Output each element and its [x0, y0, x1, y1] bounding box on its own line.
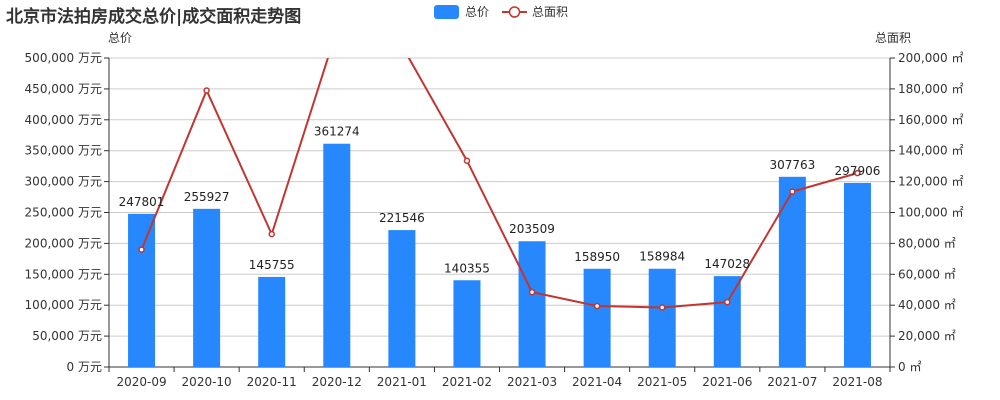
line-point[interactable] [268, 230, 275, 238]
legend-line-marker [508, 6, 521, 18]
y-left-tick-label: 300,000 万元 [25, 175, 102, 189]
bar[interactable] [128, 213, 156, 367]
y-right-tick-label: 120,000 ㎡ [898, 175, 963, 189]
x-tick-label: 2020-09 [116, 375, 166, 389]
bar[interactable] [843, 182, 871, 367]
bar[interactable] [518, 241, 546, 367]
y-right-tick-label: 180,000 ㎡ [898, 82, 963, 96]
x-tick-label: 2021-08 [832, 375, 882, 389]
bar-data-label: 158950 [574, 250, 620, 264]
line-point[interactable] [854, 169, 861, 177]
line-point[interactable] [528, 288, 536, 296]
bar-data-label: 247801 [119, 195, 165, 209]
x-tick-label: 2021-07 [767, 375, 817, 389]
bar-data-label: 297906 [835, 164, 881, 178]
y-left-tick-label: 250,000 万元 [25, 206, 102, 220]
legend-bar-swatch[interactable] [434, 5, 459, 19]
y-right-tick-label: 200,000 ㎡ [898, 51, 963, 65]
legend-line-label[interactable]: 总面积 [532, 5, 568, 19]
y-left-tick-label: 400,000 万元 [25, 113, 102, 127]
bar-data-label: 140355 [444, 261, 490, 275]
x-tick-label: 2020-12 [312, 375, 362, 389]
bar[interactable] [778, 176, 806, 367]
x-tick-label: 2020-11 [247, 375, 297, 389]
y-right-axis-name: 总面积 [875, 31, 911, 45]
y-right-tick-label: 80,000 ㎡ [898, 236, 956, 250]
line-point[interactable] [789, 188, 796, 195]
y-right-tick-label: 60,000 ㎡ [898, 267, 956, 281]
y-right-tick-label: 140,000 ㎡ [898, 144, 963, 158]
line-point[interactable] [593, 302, 601, 310]
x-tick-label: 2021-06 [702, 375, 752, 389]
line-point[interactable] [724, 298, 731, 306]
bar[interactable] [453, 280, 481, 367]
y-left-tick-label: 0 万元 [67, 360, 102, 374]
bar-data-label: 145755 [249, 258, 295, 272]
y-left-axis-name: 总价 [108, 31, 132, 45]
line-series [140, 58, 858, 309]
line-point[interactable] [463, 157, 471, 164]
x-tick-label: 2020-10 [182, 375, 232, 389]
bar-data-label: 147028 [704, 257, 750, 271]
x-tick-label: 2021-03 [507, 375, 557, 389]
bar[interactable] [193, 208, 221, 367]
bar[interactable] [583, 268, 611, 367]
bar[interactable] [648, 268, 676, 367]
line-point[interactable] [203, 87, 210, 94]
y-right-tick-label: 160,000 ㎡ [898, 113, 963, 127]
legend-bar-label[interactable]: 总价 [465, 5, 489, 19]
bar-data-label: 307763 [769, 158, 815, 172]
y-left-tick-label: 200,000 万元 [25, 236, 102, 250]
bar-data-label: 221546 [379, 211, 425, 225]
bar-data-label: 158984 [639, 250, 685, 264]
y-left-tick-label: 50,000 万元 [32, 329, 102, 343]
bar[interactable] [323, 143, 351, 367]
y-left-tick-label: 500,000 万元 [25, 51, 102, 65]
y-left-tick-label: 350,000 万元 [25, 144, 102, 158]
bar-data-label: 255927 [184, 190, 230, 204]
chart-title: 北京市法拍房成交总价|成交面积走势图 [6, 7, 302, 27]
y-left-tick-label: 100,000 万元 [25, 298, 102, 312]
bar[interactable] [713, 276, 741, 367]
y-right-tick-label: 0 ㎡ [898, 360, 921, 374]
x-tick-label: 2021-02 [442, 375, 492, 389]
bar[interactable] [258, 276, 286, 367]
line-point[interactable] [658, 304, 666, 311]
bar-data-label: 203509 [509, 222, 555, 236]
x-tick-label: 2021-05 [637, 375, 687, 389]
line-point[interactable] [138, 246, 145, 253]
y-left-tick-label: 150,000 万元 [25, 267, 102, 281]
bar[interactable] [388, 230, 416, 367]
x-tick-label: 2021-01 [377, 375, 427, 389]
y-right-tick-label: 100,000 ㎡ [898, 206, 963, 220]
y-right-tick-label: 20,000 ㎡ [898, 329, 956, 343]
bar-data-label: 361274 [314, 125, 360, 139]
x-tick-label: 2021-04 [572, 375, 622, 389]
y-right-tick-label: 40,000 ㎡ [898, 298, 956, 312]
y-left-tick-label: 450,000 万元 [25, 82, 102, 96]
